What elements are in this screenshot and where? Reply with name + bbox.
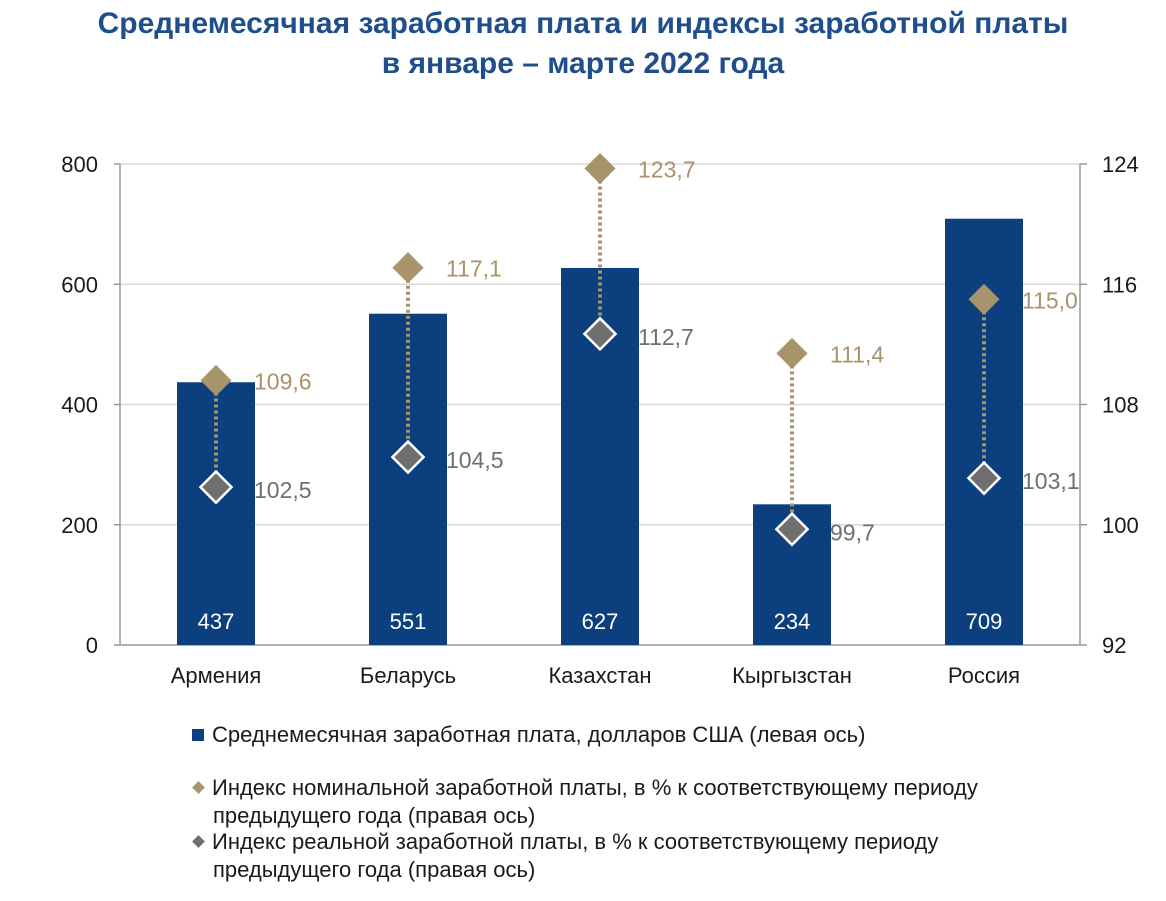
nominal-index-marker bbox=[776, 337, 808, 369]
legend-square-icon bbox=[192, 729, 204, 741]
nominal-index-label: 111,4 bbox=[830, 341, 884, 367]
nominal-index-marker bbox=[584, 152, 616, 185]
category-label: Россия bbox=[948, 663, 1020, 688]
legend-item-nominal: Индекс номинальной заработной платы, в %… bbox=[192, 774, 978, 830]
real-index-label: 99,7 bbox=[830, 519, 875, 545]
real-index-marker bbox=[390, 439, 426, 475]
nominal-index-label: 115,0 bbox=[1022, 287, 1078, 313]
real-index-label: 112,7 bbox=[638, 324, 694, 350]
left-tick-label: 400 bbox=[61, 393, 98, 418]
left-tick-label: 800 bbox=[61, 152, 98, 177]
left-tick-label: 200 bbox=[61, 513, 98, 538]
category-label: Казахстан bbox=[548, 663, 651, 688]
bar-1 bbox=[369, 313, 447, 645]
left-tick-label: 600 bbox=[61, 272, 98, 297]
real-index-label: 103,1 bbox=[1022, 468, 1080, 494]
right-tick-label: 116 bbox=[1102, 272, 1137, 297]
chart-title: Среднемесячная заработная плата и индекс… bbox=[0, 4, 1166, 84]
bar-0 bbox=[177, 382, 255, 645]
title-line-2: в январе – марте 2022 года bbox=[381, 47, 785, 80]
legend-label: Индекс реальной заработной платы, в % к … bbox=[212, 829, 939, 854]
legend-item-salary: Среднемесячная заработная плата, долларо… bbox=[192, 721, 865, 749]
bar-value-label: 551 bbox=[390, 609, 427, 634]
bar-value-label: 709 bbox=[966, 609, 1003, 634]
right-tick-label: 124 bbox=[1102, 152, 1139, 177]
legend-diamond-icon bbox=[192, 835, 205, 848]
bar-value-label: 437 bbox=[198, 609, 235, 634]
nominal-index-label: 109,6 bbox=[254, 368, 312, 394]
right-tick-label: 108 bbox=[1102, 393, 1139, 418]
category-label: Армения bbox=[171, 663, 262, 688]
legend-label: предыдущего года (правая ось) bbox=[213, 803, 536, 828]
right-tick-label: 92 bbox=[1102, 633, 1126, 658]
title-line-1: Среднемесячная заработная плата и индекс… bbox=[97, 7, 1069, 40]
left-tick-label: 0 bbox=[86, 633, 98, 658]
category-label: Беларусь bbox=[360, 663, 456, 688]
category-label: Кыргызстан bbox=[732, 663, 852, 688]
bar-value-label: 627 bbox=[582, 609, 619, 634]
real-index-label: 104,5 bbox=[446, 447, 504, 473]
nominal-index-label: 123,7 bbox=[638, 157, 696, 183]
real-index-marker bbox=[774, 511, 810, 547]
legend-item-real: Индекс реальной заработной платы, в % к … bbox=[192, 828, 938, 884]
nominal-index-marker bbox=[392, 252, 424, 284]
real-index-label: 102,5 bbox=[254, 477, 312, 503]
legend-label: Индекс номинальной заработной платы, в %… bbox=[212, 775, 978, 800]
right-tick-label: 100 bbox=[1102, 513, 1139, 538]
legend-diamond-icon bbox=[192, 781, 205, 794]
real-index-marker bbox=[966, 460, 1002, 496]
legend-label: предыдущего года (правая ось) bbox=[213, 857, 536, 882]
bar-value-label: 234 bbox=[774, 609, 811, 634]
nominal-index-marker bbox=[968, 283, 1000, 315]
nominal-index-marker bbox=[200, 364, 232, 397]
real-index-marker bbox=[198, 469, 234, 505]
nominal-index-label: 117,1 bbox=[446, 256, 502, 282]
real-index-marker bbox=[582, 316, 618, 352]
legend-label: Среднемесячная заработная плата, долларо… bbox=[212, 722, 866, 747]
